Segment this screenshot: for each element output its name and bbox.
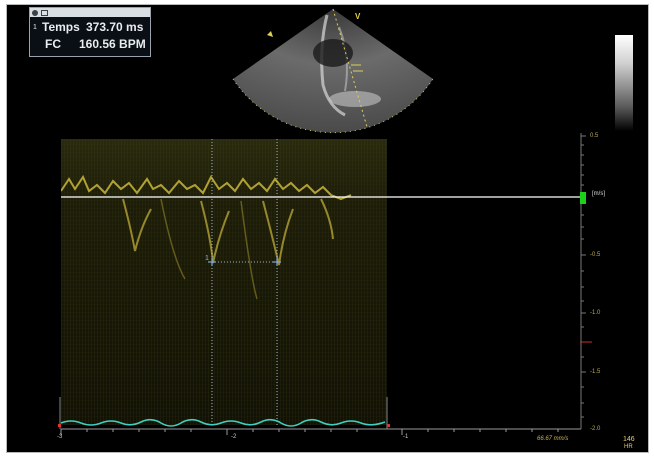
velocity-tick: -2.0 [590, 426, 601, 432]
overlay-lines [58, 133, 592, 435]
measurement-value-fc: 160.56 BPM [79, 37, 146, 51]
velocity-tick: -1.5 [590, 369, 601, 375]
window-icon [41, 9, 48, 16]
velocity-tick: -0.5 [590, 252, 601, 258]
time-tick: -1 [403, 434, 409, 440]
doppler-spectrum [61, 139, 387, 425]
measurement-value-time: 373.70 ms [86, 20, 144, 34]
velocity-unit-label: [m/s] [592, 191, 605, 197]
record-icon [32, 9, 38, 16]
measurement-panel: 1 Temps 373.70 ms FC 160.56 BPM [29, 7, 151, 57]
velocity-tick: 0.5 [590, 133, 599, 139]
grayscale-bar [615, 35, 633, 131]
sweep-speed-label: 66.67 mm/s [537, 436, 569, 442]
measurement-label-fc: FC [45, 37, 61, 51]
echo-marker-label: V [355, 12, 361, 21]
velocity-tick: -1.0 [590, 310, 601, 316]
baseline-marker[interactable] [580, 192, 586, 204]
measurement-label-time: Temps [42, 20, 80, 34]
heart-rate-value: 146 [623, 436, 635, 443]
heart-rate-label: HR [624, 444, 633, 450]
echo-doppler-screen: 1 Temps 373.70 ms FC 160.56 BPM V [6, 4, 649, 453]
cursor-label: 1 [205, 255, 209, 262]
measurement-index: 1 [33, 24, 37, 31]
time-tick: -2 [231, 434, 237, 440]
time-tick: -3 [57, 434, 63, 440]
measurement-panel-header [30, 8, 150, 17]
echo-sector-image: V [232, 8, 434, 134]
